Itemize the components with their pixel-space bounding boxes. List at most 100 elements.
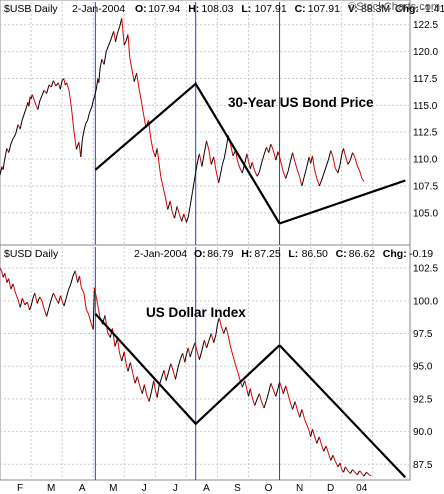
price-segment [246,389,249,397]
price-segment [152,149,156,158]
price-segment [17,124,21,130]
price-segment [363,471,367,477]
price-segment [247,161,251,169]
price-segment [359,470,363,474]
price-segment [335,168,339,174]
header-stat-value: 108.03 [201,3,233,15]
price-segment [63,78,66,86]
price-segment [39,95,43,102]
price-segment [311,155,315,169]
price-segment [332,454,336,462]
price-segment [134,376,138,384]
price-segment [78,141,82,157]
price-segment [104,315,108,333]
header-stat-value: 86.50 [302,248,328,260]
price-segment [92,95,96,102]
price-segment [66,82,70,91]
header-stat-value: 107.91 [255,3,287,15]
dollar-vertical-markers [94,247,281,480]
price-segment [95,78,99,90]
header-stat-key: C: [295,3,306,15]
price-segment [175,368,179,380]
price-segment [48,299,52,308]
price-segment [121,351,125,362]
watermark: ©StockCharts.com [348,1,440,13]
price-segment [10,138,14,145]
price-segment [85,120,89,124]
price-segment [0,166,3,176]
price-segment [115,33,118,43]
price-segment [127,34,131,59]
price-segment [289,402,294,410]
price-segment [361,178,365,182]
price-segment [29,305,32,311]
price-segment [337,164,341,174]
x-tick-label: N [296,483,303,494]
price-segment [150,137,154,150]
price-segment [366,471,370,476]
price-segment [323,166,327,175]
price-segment [12,283,17,294]
price-segment [316,178,320,187]
bond-price-series [0,18,365,223]
x-tick-label: D [327,483,334,494]
price-segment [206,140,210,150]
price-segment [189,191,194,207]
price-segment [287,161,291,171]
price-segment [321,173,325,181]
price-segment [285,385,289,396]
price-segment [246,153,249,162]
header-stat-key: O: [135,3,147,15]
price-segment [223,148,227,159]
price-segment [294,162,299,172]
price-segment [299,409,303,418]
price-segment [3,154,7,162]
x-tick-label: 04 [356,483,368,494]
price-segment [266,147,270,153]
price-segment [303,166,308,177]
price-segment [229,143,234,156]
price-segment [223,326,227,334]
price-segment [185,216,189,223]
price-segment [330,150,334,158]
price-segment [30,298,34,307]
price-segment [154,389,158,398]
price-segment [55,82,59,87]
x-tick-label: A [203,483,210,494]
y-tick-label: 120.0 [413,47,438,58]
price-segment [198,350,203,360]
price-segment [343,148,346,156]
price-segment [160,177,164,188]
price-segment [37,100,41,110]
price-segment [237,161,241,168]
price-segment [308,430,312,437]
price-segment [208,333,212,342]
dollar-y-tick-labels: 87.5 90.0 92.5 95.0 97.5 100.0 102.5 [413,264,438,471]
price-segment [4,273,8,283]
price-segment [249,388,253,398]
price-segment [21,298,26,305]
price-segment [98,68,101,83]
y-tick-label: 110.0 [413,155,438,166]
price-segment [310,428,313,437]
price-segment [179,352,184,360]
price-segment [59,80,63,90]
price-segment [87,112,90,121]
price-segment [148,390,153,402]
price-segment [330,454,334,461]
price-segment [325,158,330,167]
y-tick-label: 100.0 [413,296,438,307]
x-axis: F M A M J J A S O N D 04 [17,483,368,494]
y-tick-label: 97.5 [413,329,433,340]
price-segment [140,100,144,115]
price-segment [34,292,38,304]
price-segment [107,331,111,338]
bond-panel: 105.0 107.5 110.0 112.5 115.0 117.5 120.0 122.5… [0,0,444,246]
price-segment [183,213,187,223]
price-segment [213,156,217,170]
price-segment [225,326,229,337]
price-segment [213,334,217,343]
price-segment [227,336,231,347]
price-segment [138,89,142,102]
price-segment [97,307,101,318]
